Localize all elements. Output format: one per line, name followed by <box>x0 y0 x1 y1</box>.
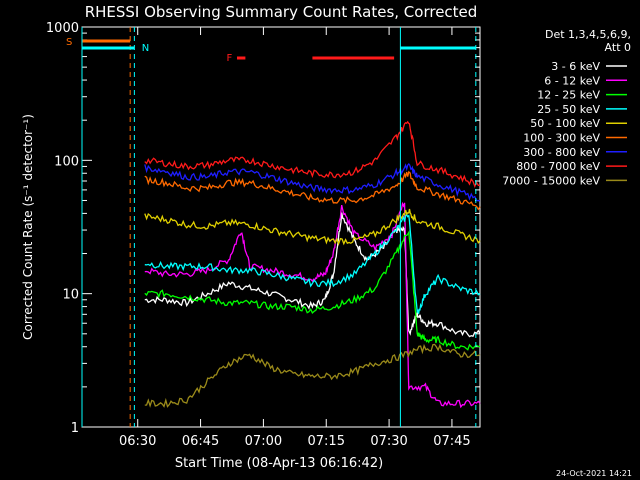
legend-label-4: 50 - 100 keV <box>530 117 600 130</box>
series-line-0 <box>144 212 481 338</box>
x-tick-label: 07:30 <box>370 434 407 449</box>
series-line-7 <box>144 120 480 189</box>
x-tick-label: 07:45 <box>433 434 470 449</box>
series-line-3 <box>144 213 481 314</box>
legend-label-5: 100 - 300 keV <box>523 132 600 145</box>
annotation-s: S <box>66 37 72 48</box>
footer-date: 24-Oct-2021 14:21 <box>556 469 632 478</box>
x-tick-label: 07:15 <box>308 434 345 449</box>
legend-header-line-2: Att 0 <box>605 41 631 54</box>
x-axis-label: Start Time (08-Apr-13 06:16:42) <box>175 456 383 471</box>
plot-area: 06:30 06:45 07:00 07:15 07:30 07:45 1 10 100 1000… <box>46 21 481 449</box>
legend-label-8: 7000 - 15000 keV <box>502 174 600 187</box>
y-tick-label: 1 <box>71 421 79 436</box>
legend-label-6: 300 - 800 keV <box>523 146 600 159</box>
legend-label-2: 12 - 25 keV <box>537 89 600 102</box>
x-tick-label: 06:30 <box>119 434 156 449</box>
series-line-8 <box>144 343 481 408</box>
series-line-2 <box>144 230 481 351</box>
y-axis-label: Corrected Count Rate (s⁻¹ detector⁻¹) <box>21 114 35 340</box>
y-tick-label: 1000 <box>46 21 79 36</box>
series-line-6 <box>144 163 481 202</box>
plot-frame <box>81 26 481 428</box>
y-tick-label: 10 <box>62 288 79 303</box>
x-tick-label: 06:45 <box>182 434 219 449</box>
series-line-5 <box>144 170 481 211</box>
legend-label-7: 800 - 7000 keV <box>516 160 600 173</box>
x-tick-label: 07:00 <box>245 434 282 449</box>
legend-label-3: 25 - 50 keV <box>537 103 600 116</box>
annotation-n: N <box>142 43 149 54</box>
legend-header-line-1: Det 1,3,4,5,6,9, <box>545 28 631 41</box>
annotation-f: F <box>227 53 233 64</box>
series-line-1 <box>144 201 481 409</box>
chart-title: RHESSI Observing Summary Count Rates, Co… <box>85 3 478 21</box>
legend-label-1: 6 - 12 keV <box>544 74 600 87</box>
legend-label-0: 3 - 6 keV <box>551 60 600 73</box>
y-tick-label: 100 <box>54 154 79 169</box>
series-line-4 <box>144 208 481 246</box>
